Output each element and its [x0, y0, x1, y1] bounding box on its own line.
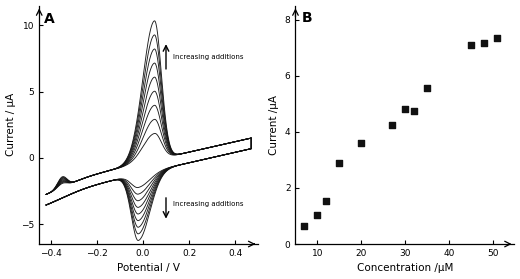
Point [479, 41, 488, 46]
Y-axis label: Current / μA: Current / μA [6, 93, 16, 157]
Point [322, 198, 330, 203]
Point [423, 86, 431, 91]
Point [493, 36, 501, 40]
Y-axis label: Current /μA: Current /μA [269, 95, 279, 155]
Text: Increasing additions: Increasing additions [173, 54, 243, 60]
Point [313, 212, 321, 217]
Point [300, 223, 308, 228]
Text: B: B [302, 11, 313, 25]
Text: A: A [44, 12, 55, 26]
X-axis label: Concentration /μM: Concentration /μM [357, 263, 453, 273]
Point [357, 141, 366, 145]
X-axis label: Potential / V: Potential / V [117, 263, 180, 273]
Point [466, 43, 475, 47]
Point [410, 109, 418, 113]
Point [401, 107, 409, 112]
Point [387, 122, 396, 127]
Point [335, 160, 343, 165]
Text: Increasing additions: Increasing additions [173, 201, 243, 207]
